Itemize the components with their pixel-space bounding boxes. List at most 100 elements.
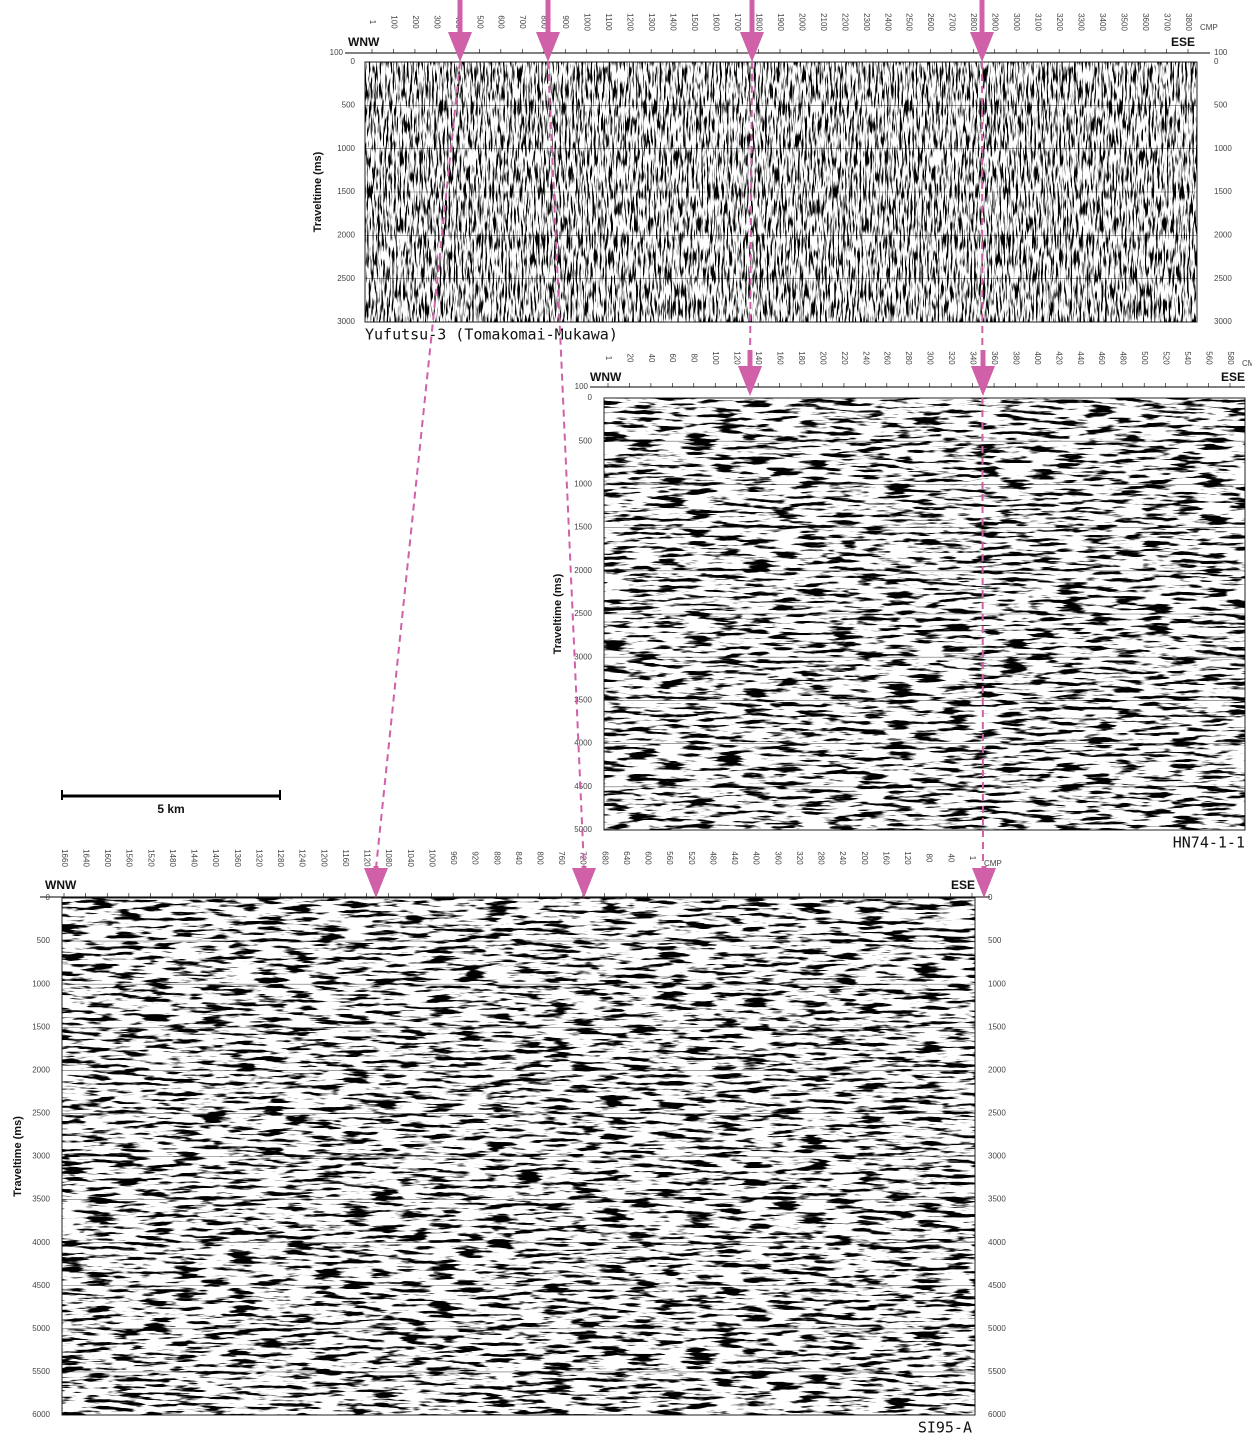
cmp-label: 1040: [406, 849, 415, 867]
time-label: 2000: [988, 1065, 1006, 1074]
time-label: 0: [351, 57, 356, 66]
cmp-label: 1080: [384, 849, 393, 867]
cmp-label: 1320: [254, 849, 263, 867]
cmp-label: 580: [1226, 351, 1235, 365]
cmp-label: 100: [711, 351, 720, 365]
time-label: 500: [988, 936, 1002, 945]
cmp-label: 100: [389, 15, 398, 29]
cmp-label: 1120: [363, 849, 372, 867]
cmp-label: 2400: [883, 13, 892, 31]
time-label: 5500: [32, 1367, 50, 1376]
time-label: 5500: [988, 1367, 1006, 1376]
cmp-label: 1000: [583, 13, 592, 31]
time-label: 6000: [32, 1410, 50, 1419]
cmp-label: 40: [647, 354, 656, 363]
cmp-label: 600: [497, 15, 506, 29]
cmp-label: 200: [818, 351, 827, 365]
cmp-label: 180: [797, 351, 806, 365]
time-label: 2500: [32, 1109, 50, 1118]
cmp-label: 3500: [1119, 13, 1128, 31]
cmp-label: 360: [773, 851, 782, 865]
time-label: 1000: [574, 480, 592, 489]
axis-title: Traveltime (ms): [552, 573, 564, 654]
cmp-label: 520: [1162, 351, 1171, 365]
cmp-label: 280: [904, 351, 913, 365]
cmp-label: 960: [449, 851, 458, 865]
time-label: 2500: [574, 609, 592, 618]
cmp-label: 480: [1119, 351, 1128, 365]
direction-label: WNW: [348, 35, 380, 49]
arrow-head: [448, 32, 472, 62]
time-label: 0: [1214, 57, 1219, 66]
cmp-label: 400: [1033, 351, 1042, 365]
cmp-label: 280: [817, 851, 826, 865]
cmp-label: 20: [625, 354, 634, 363]
cmp-label: 240: [838, 851, 847, 865]
cmp-label: 120: [733, 351, 742, 365]
cmp-label: 520: [687, 851, 696, 865]
cmp-label: 2900: [991, 13, 1000, 31]
cmp-label: 1560: [125, 849, 134, 867]
cmp-label: 2000: [797, 13, 806, 31]
cmp-label: 340: [969, 351, 978, 365]
cmp-label: 3800: [1184, 13, 1193, 31]
axis-title: Traveltime (ms): [312, 151, 324, 232]
time-label: 3000: [574, 652, 592, 661]
direction-label: ESE: [1171, 35, 1195, 49]
time-label: 1500: [574, 523, 592, 532]
cmp-label: 400: [752, 851, 761, 865]
cmp-label: 2800: [969, 13, 978, 31]
cmp-caption: CMP: [984, 859, 1002, 868]
section-title: SI95-A: [918, 1419, 972, 1437]
cmp-label: 200: [860, 851, 869, 865]
cmp-label: 1400: [211, 849, 220, 867]
cmp-caption: CMP: [1242, 359, 1252, 368]
cmp-label: 140: [754, 351, 763, 365]
cmp-label: 1240: [298, 849, 307, 867]
cmp-label: 480: [708, 851, 717, 865]
cmp-label: 3100: [1034, 13, 1043, 31]
direction-label: WNW: [590, 370, 622, 384]
cmp-label: 1700: [733, 13, 742, 31]
time-label: 2000: [574, 566, 592, 575]
cmp-label: 320: [795, 851, 804, 865]
cmp-label: 40: [946, 854, 955, 863]
time-label: 2500: [988, 1109, 1006, 1118]
arrow-head: [572, 868, 596, 898]
section-title: HN74-1-1: [1173, 834, 1245, 852]
cmp-label: 3000: [1012, 13, 1021, 31]
cmp-label: 560: [665, 851, 674, 865]
time-label: 500: [579, 436, 593, 445]
figure: 5 km WNWESE100100CMP00500500100010001500…: [0, 0, 1252, 1439]
cmp-label: 500: [475, 15, 484, 29]
time-label: 1500: [988, 1022, 1006, 1031]
cmp-label: 3300: [1077, 13, 1086, 31]
time-label: 4500: [988, 1281, 1006, 1290]
cmp-label: 60: [668, 354, 677, 363]
cmp-label: 160: [881, 851, 890, 865]
cmp-label: 3600: [1141, 13, 1150, 31]
cmp-label: 540: [1183, 351, 1192, 365]
cmp-label: 1: [968, 856, 977, 861]
time-label: 5000: [32, 1324, 50, 1333]
cmp-label: 1600: [711, 13, 720, 31]
cmp-label: 920: [471, 851, 480, 865]
cmp-label: 3700: [1162, 13, 1171, 31]
cmp-label: 240: [861, 351, 870, 365]
cmp-label: 2600: [926, 13, 935, 31]
cmp-label: 3200: [1055, 13, 1064, 31]
cmp-label: 360: [990, 351, 999, 365]
cmp-label: 1100: [604, 13, 613, 31]
cmp-label: 1280: [276, 849, 285, 867]
axis-title: Traveltime (ms): [12, 1116, 24, 1197]
cmp-label: 2500: [905, 13, 914, 31]
cmp-label: 1500: [690, 13, 699, 31]
cmp-label: 700: [518, 15, 527, 29]
direction-label: ESE: [951, 878, 975, 892]
cmp-label: 1200: [319, 849, 328, 867]
cmp-label: 1660: [60, 849, 69, 867]
time-label: 5000: [988, 1324, 1006, 1333]
cmp-label: 840: [514, 851, 523, 865]
cmp-label: 1200: [626, 13, 635, 31]
time-label: 2500: [1214, 274, 1232, 283]
